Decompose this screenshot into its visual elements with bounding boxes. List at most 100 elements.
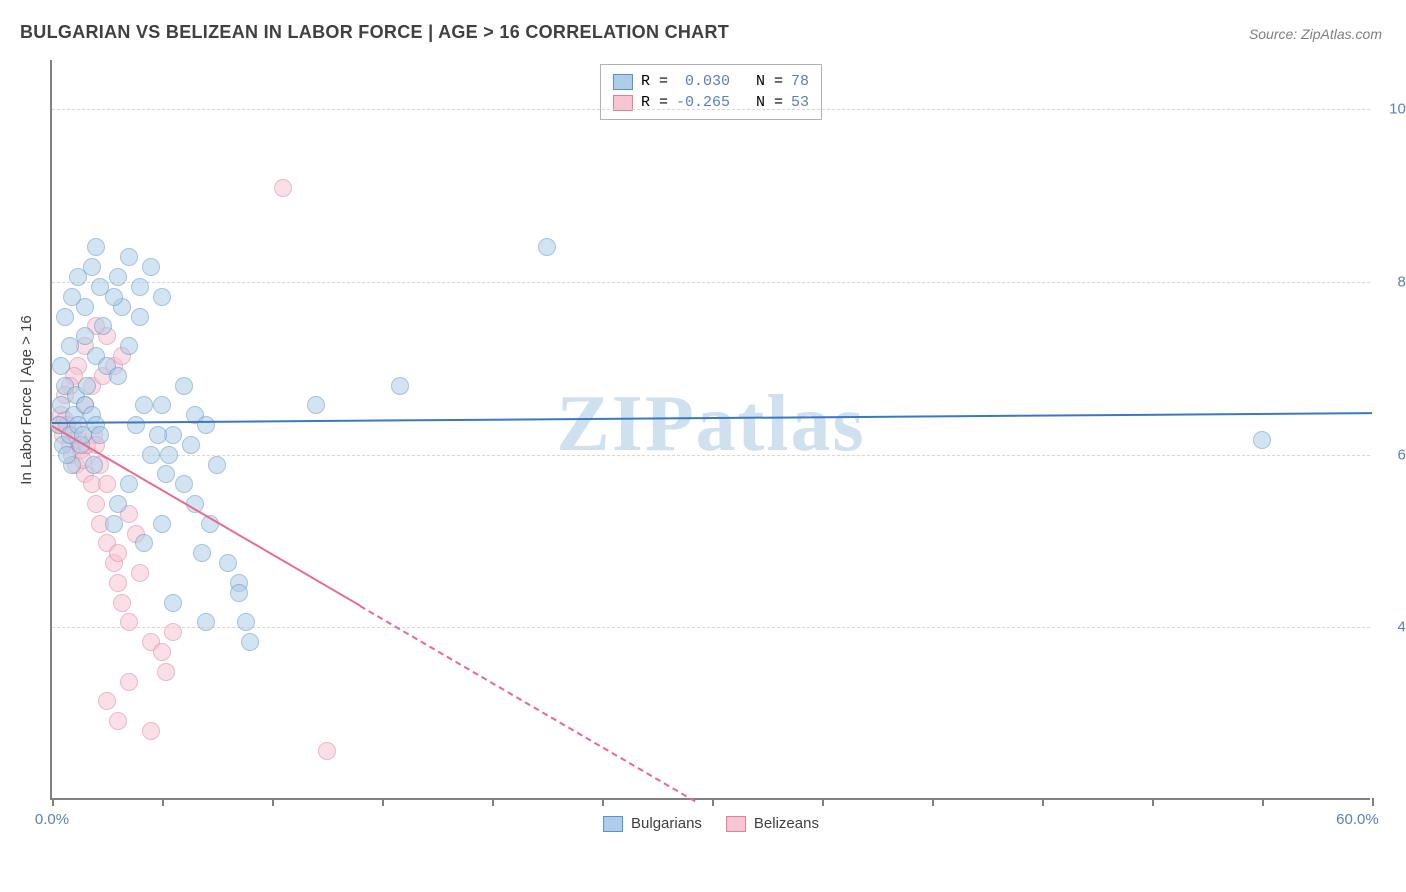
x-min-label: 0.0%	[35, 811, 69, 828]
data-point	[63, 288, 81, 306]
data-point	[120, 613, 138, 631]
swatch-bulgarians-icon	[613, 74, 633, 90]
legend-label: Belizeans	[754, 815, 819, 832]
n-label: N =	[738, 73, 783, 90]
data-point	[182, 436, 200, 454]
data-point	[52, 357, 70, 375]
data-point	[109, 544, 127, 562]
data-point	[142, 258, 160, 276]
data-point	[109, 495, 127, 513]
legend-item-bulgarians: Bulgarians	[603, 815, 702, 832]
data-point	[193, 544, 211, 562]
x-tick	[712, 798, 714, 806]
data-point	[135, 396, 153, 414]
data-point	[94, 317, 112, 335]
gridline	[52, 282, 1370, 283]
swatch-belizeans-icon	[613, 95, 633, 111]
source-attribution: Source: ZipAtlas.com	[1249, 26, 1382, 42]
data-point	[175, 475, 193, 493]
x-tick	[162, 798, 164, 806]
data-point	[113, 594, 131, 612]
data-point	[318, 742, 336, 760]
data-point	[153, 643, 171, 661]
data-point	[109, 574, 127, 592]
data-point	[76, 327, 94, 345]
data-point	[175, 377, 193, 395]
chart-container: BULGARIAN VS BELIZEAN IN LABOR FORCE | A…	[0, 0, 1406, 892]
data-point	[91, 426, 109, 444]
data-point	[164, 594, 182, 612]
data-point	[237, 613, 255, 631]
data-point	[120, 475, 138, 493]
x-max-label: 60.0%	[1336, 811, 1379, 828]
swatch-belizeans-icon	[726, 816, 746, 832]
gridline	[52, 455, 1370, 456]
data-point	[120, 248, 138, 266]
data-point	[142, 722, 160, 740]
r-value-bulgarians: 0.030	[685, 73, 730, 90]
legend-row-bulgarians: R = 0.030 N = 78	[613, 71, 809, 92]
data-point	[538, 238, 556, 256]
data-point	[85, 456, 103, 474]
data-point	[197, 416, 215, 434]
legend-item-belizeans: Belizeans	[726, 815, 819, 832]
data-point	[109, 367, 127, 385]
r-label: R =	[641, 73, 677, 90]
chart-title: BULGARIAN VS BELIZEAN IN LABOR FORCE | A…	[20, 22, 729, 43]
x-tick	[602, 798, 604, 806]
data-point	[109, 268, 127, 286]
data-point	[105, 288, 123, 306]
data-point	[230, 584, 248, 602]
data-point	[160, 446, 178, 464]
correlation-legend: R = 0.030 N = 78 R = -0.265 N = 53	[600, 64, 822, 120]
data-point	[109, 712, 127, 730]
data-point	[98, 475, 116, 493]
x-tick	[1372, 798, 1374, 806]
data-point	[131, 308, 149, 326]
data-point	[87, 238, 105, 256]
x-tick	[1042, 798, 1044, 806]
x-tick	[492, 798, 494, 806]
x-tick	[382, 798, 384, 806]
x-tick	[52, 798, 54, 806]
data-point	[105, 515, 123, 533]
data-point	[197, 613, 215, 631]
data-point	[157, 465, 175, 483]
data-point	[307, 396, 325, 414]
data-point	[274, 179, 292, 197]
series-legend: Bulgarians Belizeans	[603, 815, 819, 832]
gridline	[52, 109, 1370, 110]
data-point	[1253, 431, 1271, 449]
data-point	[120, 673, 138, 691]
data-point	[142, 446, 160, 464]
y-tick-label: 82.5%	[1397, 274, 1406, 291]
y-tick-label: 65.0%	[1397, 446, 1406, 463]
x-tick	[932, 798, 934, 806]
data-point	[135, 534, 153, 552]
data-point	[131, 278, 149, 296]
trend-line	[52, 412, 1372, 424]
n-value-bulgarians: 78	[791, 73, 809, 90]
data-point	[153, 288, 171, 306]
data-point	[164, 426, 182, 444]
x-tick	[1262, 798, 1264, 806]
data-point	[56, 308, 74, 326]
data-point	[127, 416, 145, 434]
x-tick	[272, 798, 274, 806]
data-point	[208, 456, 226, 474]
data-point	[120, 337, 138, 355]
data-point	[391, 377, 409, 395]
swatch-bulgarians-icon	[603, 816, 623, 832]
data-point	[78, 377, 96, 395]
x-tick	[1152, 798, 1154, 806]
legend-label: Bulgarians	[631, 815, 702, 832]
data-point	[98, 692, 116, 710]
data-point	[87, 495, 105, 513]
data-point	[149, 426, 167, 444]
data-point	[153, 396, 171, 414]
data-point	[241, 633, 259, 651]
data-point	[164, 623, 182, 641]
trend-line-extrapolated	[359, 605, 695, 802]
plot-area: ZIPatlas R = 0.030 N = 78 R = -0.265 N =…	[50, 60, 1370, 800]
data-point	[131, 564, 149, 582]
